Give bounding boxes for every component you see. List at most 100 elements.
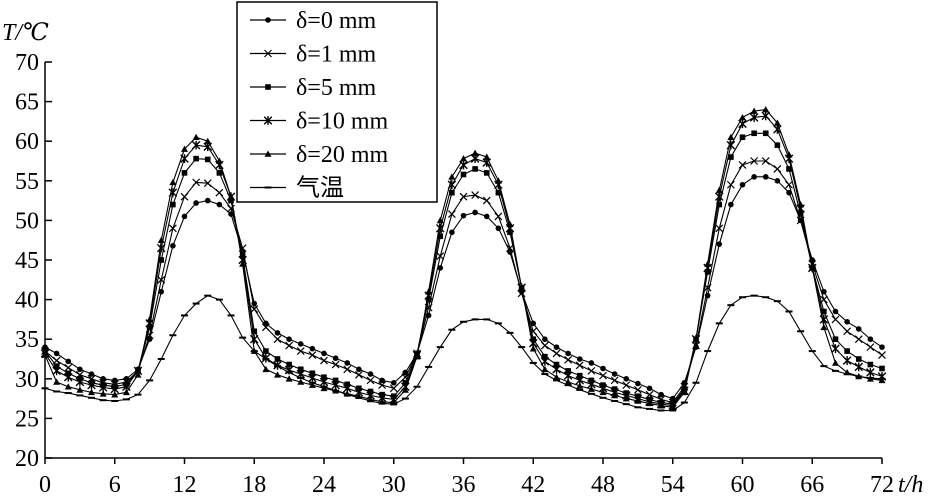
legend-marker [265,17,271,23]
data-point [494,177,502,184]
x-tick-label: 36 [452,472,476,498]
data-point [750,107,758,114]
data-point [553,361,560,368]
data-point [564,355,573,364]
y-axis-label: T/℃ [2,20,49,46]
data-point [471,149,479,156]
data-point [842,356,852,365]
data-point [552,349,561,358]
data-point [157,236,165,243]
data-point [657,402,665,409]
data-point [285,341,294,350]
data-point [321,350,327,357]
legend-marker [264,49,272,58]
y-tick-label: 45 [15,248,39,274]
data-point [308,351,317,359]
data-point [495,225,502,232]
data-point [832,336,839,342]
data-point [821,308,827,315]
data-point [541,365,549,373]
data-point [797,211,804,217]
data-point [854,362,864,372]
data-point [553,344,560,350]
data-point [170,201,176,208]
data-point [216,170,223,176]
data-point [251,300,258,307]
data-point [658,391,664,398]
data-point [378,381,387,390]
data-point [181,145,188,152]
data-point [773,124,782,134]
data-point [728,201,734,208]
data-point [808,264,816,271]
data-point [738,161,747,169]
data-point [751,130,757,137]
data-point [599,388,607,396]
x-tick-label: 72 [870,472,894,498]
y-tick-label: 25 [15,406,39,432]
data-point [250,305,259,314]
data-point [785,151,793,158]
data-point [111,377,118,384]
data-point [146,315,154,323]
data-point [285,375,293,382]
data-point [529,345,537,352]
data-point [832,308,839,315]
data-point [134,371,142,378]
data-point [773,119,781,126]
data-point [821,288,827,295]
x-tick-label: 54 [661,472,685,498]
data-point [413,353,421,360]
x-tick-label: 66 [800,472,824,498]
y-tick-label: 60 [15,129,39,155]
data-point [204,137,212,144]
data-point [704,260,712,267]
x-tick-label: 12 [173,472,197,498]
data-point [77,366,83,373]
x-tick-label: 18 [242,472,266,498]
data-point [855,356,862,362]
series-line [44,294,883,412]
data-point [274,330,281,336]
data-point [867,361,874,368]
data-point [88,371,95,377]
legend-label: δ=0 mm [296,8,377,34]
data-point [785,180,793,189]
data-point [552,364,561,374]
data-point [286,361,292,368]
x-tick-label: 60 [731,472,755,498]
data-point [692,335,700,342]
data-point [308,373,317,383]
x-tick-label: 48 [591,472,615,498]
data-point [611,391,619,399]
data-point [761,111,771,121]
data-point [878,376,886,384]
data-point [111,391,119,398]
data-point [157,275,166,284]
data-point [786,166,792,172]
data-point [587,385,595,392]
data-point [611,371,618,377]
data-point [843,327,852,336]
data-point [844,318,850,325]
data-point [774,142,781,148]
data-point [762,130,769,137]
data-point [216,201,223,208]
data-point [41,351,49,358]
data-point [158,288,165,295]
data-point [634,397,642,404]
data-point [53,378,61,385]
data-point [63,372,73,382]
data-point [540,341,549,350]
data-point [494,212,503,221]
data-point [192,178,201,187]
data-point [75,377,85,387]
x-axis-label: t/h [898,472,923,498]
data-point [297,341,304,347]
data-point [739,181,746,188]
data-point [354,370,363,379]
data-point [622,381,631,390]
data-point [100,376,106,382]
data-point [460,171,467,178]
